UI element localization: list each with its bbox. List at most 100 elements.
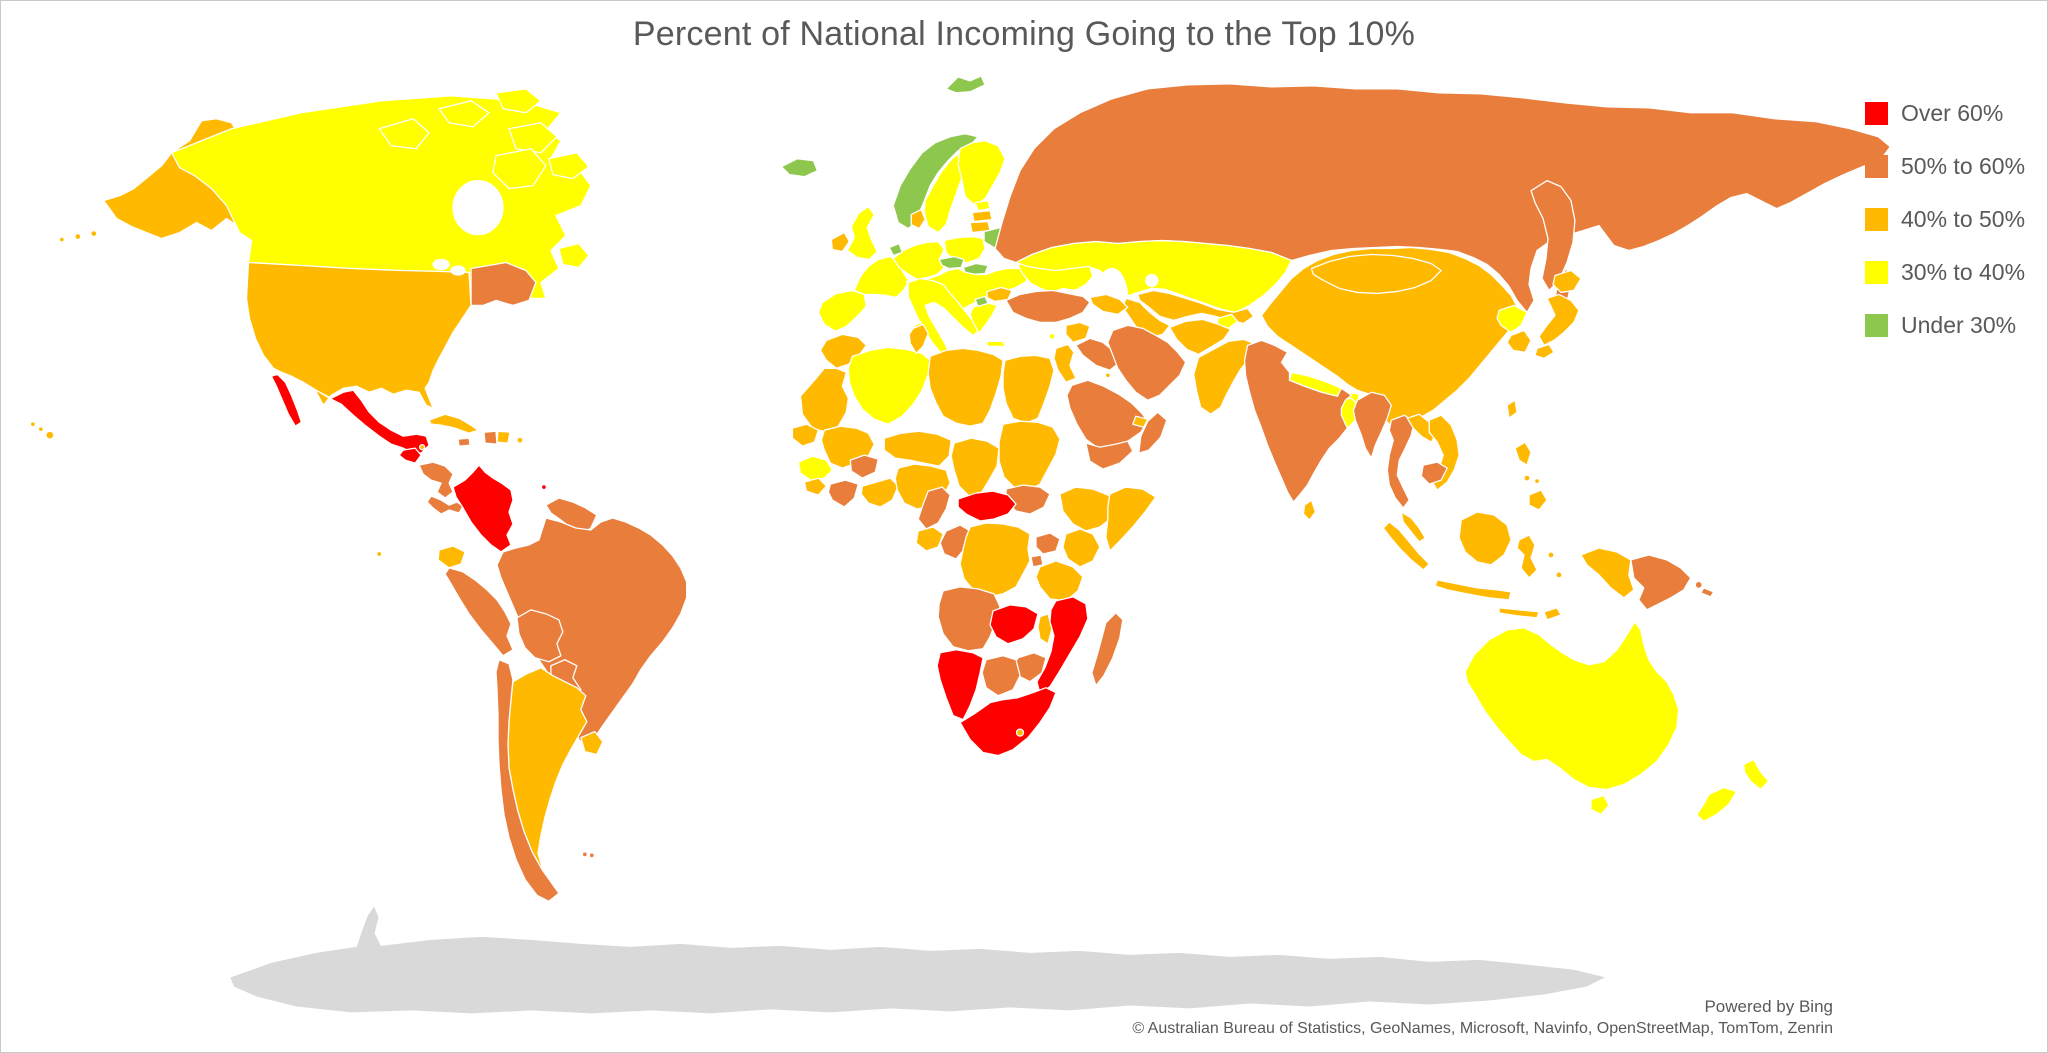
region-north-korea[interactable]: [1496, 304, 1528, 334]
region-ecuador[interactable]: [437, 545, 466, 569]
region-finland[interactable]: [957, 140, 1006, 207]
region-canada-arctic-islands[interactable]: [548, 152, 590, 180]
region-denmark[interactable]: [910, 208, 926, 230]
region-czechia[interactable]: [938, 255, 965, 270]
region-hawaii[interactable]: [37, 426, 45, 433]
region-svalbard[interactable]: [945, 75, 986, 94]
region-falkland-islands[interactable]: [581, 851, 588, 858]
region-indonesia-west-papua[interactable]: [1580, 547, 1635, 599]
region-estonia[interactable]: [974, 199, 991, 212]
region-south-korea[interactable]: [1506, 329, 1532, 353]
region-chile[interactable]: [495, 659, 560, 902]
region-philippines-luzon[interactable]: [1514, 441, 1532, 466]
region-indonesia-sumatra[interactable]: [1382, 521, 1430, 571]
region-malaysia[interactable]: [1400, 511, 1426, 543]
region-central-african-republic[interactable]: [957, 490, 1017, 522]
region-new-caledonia[interactable]: [1700, 587, 1715, 598]
region-angola[interactable]: [937, 586, 1001, 652]
region-australia[interactable]: [1464, 621, 1680, 791]
region-cote-divoire[interactable]: [827, 479, 859, 508]
region-greece[interactable]: [969, 301, 998, 335]
region-guinea[interactable]: [797, 455, 834, 481]
region-alaska[interactable]: [74, 232, 82, 241]
region-alaska[interactable]: [58, 236, 65, 243]
region-niger[interactable]: [883, 430, 952, 467]
region-indonesia-moluccas[interactable]: [1547, 551, 1555, 559]
region-lesotho[interactable]: [1015, 728, 1025, 737]
region-saudi-arabia[interactable]: [1066, 379, 1149, 449]
region-israel-jordan[interactable]: [1053, 343, 1077, 383]
region-iran[interactable]: [1107, 324, 1187, 401]
region-caucasus[interactable]: [1089, 293, 1129, 316]
region-tajikistan[interactable]: [1216, 313, 1239, 330]
region-egypt[interactable]: [1002, 354, 1055, 424]
region-turkmenistan[interactable]: [1122, 297, 1171, 339]
region-france[interactable]: [853, 255, 910, 299]
region-indonesia-lesser-sunda[interactable]: [1498, 607, 1540, 619]
region-libya[interactable]: [927, 347, 1004, 427]
region-hawaii[interactable]: [45, 430, 55, 440]
region-guianas[interactable]: [545, 497, 598, 536]
region-indonesia-timor[interactable]: [1543, 607, 1562, 621]
region-indonesia-moluccas[interactable]: [1555, 571, 1563, 579]
region-algeria[interactable]: [847, 346, 931, 425]
region-taiwan[interactable]: [1506, 399, 1518, 419]
region-philippines-visayas[interactable]: [1523, 474, 1531, 482]
region-kuwait[interactable]: [1104, 372, 1111, 379]
region-indonesia-java[interactable]: [1434, 579, 1512, 601]
legend-item-over60[interactable]: Over 60%: [1865, 100, 2025, 126]
region-new-zealand-north[interactable]: [1742, 758, 1770, 791]
region-tanzania[interactable]: [1035, 560, 1084, 602]
region-zambia[interactable]: [989, 604, 1039, 645]
region-chad[interactable]: [950, 437, 1000, 497]
region-cambodia[interactable]: [1420, 461, 1448, 485]
region-latvia[interactable]: [971, 209, 993, 223]
region-crete[interactable]: [985, 340, 1006, 347]
region-uganda[interactable]: [1035, 532, 1061, 555]
region-south-africa[interactable]: [959, 687, 1057, 757]
region-italy[interactable]: [907, 277, 980, 354]
region-sri-lanka[interactable]: [1302, 499, 1317, 521]
region-costa-rica-panama[interactable]: [426, 495, 464, 515]
region-canada-arctic-islands[interactable]: [378, 118, 430, 150]
region-philippines-visayas[interactable]: [1533, 477, 1541, 485]
region-iceland[interactable]: [780, 158, 819, 178]
region-kenya[interactable]: [1062, 528, 1101, 568]
region-uruguay[interactable]: [580, 730, 604, 756]
region-canada-arctic-islands[interactable]: [438, 100, 490, 128]
region-mongolia[interactable]: [1310, 253, 1442, 295]
region-myanmar[interactable]: [1352, 391, 1392, 459]
region-sierra-leone-liberia[interactable]: [803, 477, 828, 496]
region-hawaii[interactable]: [29, 421, 37, 428]
region-japan-honshu[interactable]: [1538, 293, 1580, 346]
region-drc[interactable]: [959, 522, 1031, 598]
region-rwanda-burundi[interactable]: [1030, 554, 1044, 568]
region-yemen[interactable]: [1085, 440, 1134, 470]
region-sudan[interactable]: [998, 420, 1061, 492]
region-syria[interactable]: [1065, 321, 1091, 343]
region-new-zealand-south[interactable]: [1696, 786, 1738, 823]
region-oman[interactable]: [1138, 411, 1168, 454]
region-uzbekistan-kyrgyzstan[interactable]: [1137, 289, 1255, 325]
region-mozambique[interactable]: [1036, 596, 1089, 695]
region-haiti[interactable]: [483, 430, 498, 445]
region-pakistan[interactable]: [1193, 338, 1258, 415]
region-canada-arctic-islands[interactable]: [495, 88, 542, 114]
region-mauritania[interactable]: [799, 367, 849, 433]
region-falkland-islands[interactable]: [588, 852, 595, 859]
region-japan-hokkaido[interactable]: [1552, 269, 1582, 294]
region-botswana[interactable]: [981, 655, 1021, 697]
region-china[interactable]: [1260, 246, 1518, 429]
region-turkey[interactable]: [1005, 289, 1091, 324]
region-colombia[interactable]: [452, 464, 514, 553]
region-india[interactable]: [1243, 339, 1353, 503]
region-burkina-faso[interactable]: [849, 454, 879, 479]
region-dominican-republic[interactable]: [496, 430, 511, 444]
region-cuba[interactable]: [428, 413, 479, 434]
region-jamaica[interactable]: [457, 437, 471, 447]
region-indonesia-borneo[interactable]: [1458, 511, 1512, 566]
region-somalia[interactable]: [1105, 486, 1157, 552]
region-north-macedonia[interactable]: [974, 295, 989, 308]
region-malawi[interactable]: [1037, 613, 1053, 645]
region-uae[interactable]: [1132, 415, 1149, 428]
